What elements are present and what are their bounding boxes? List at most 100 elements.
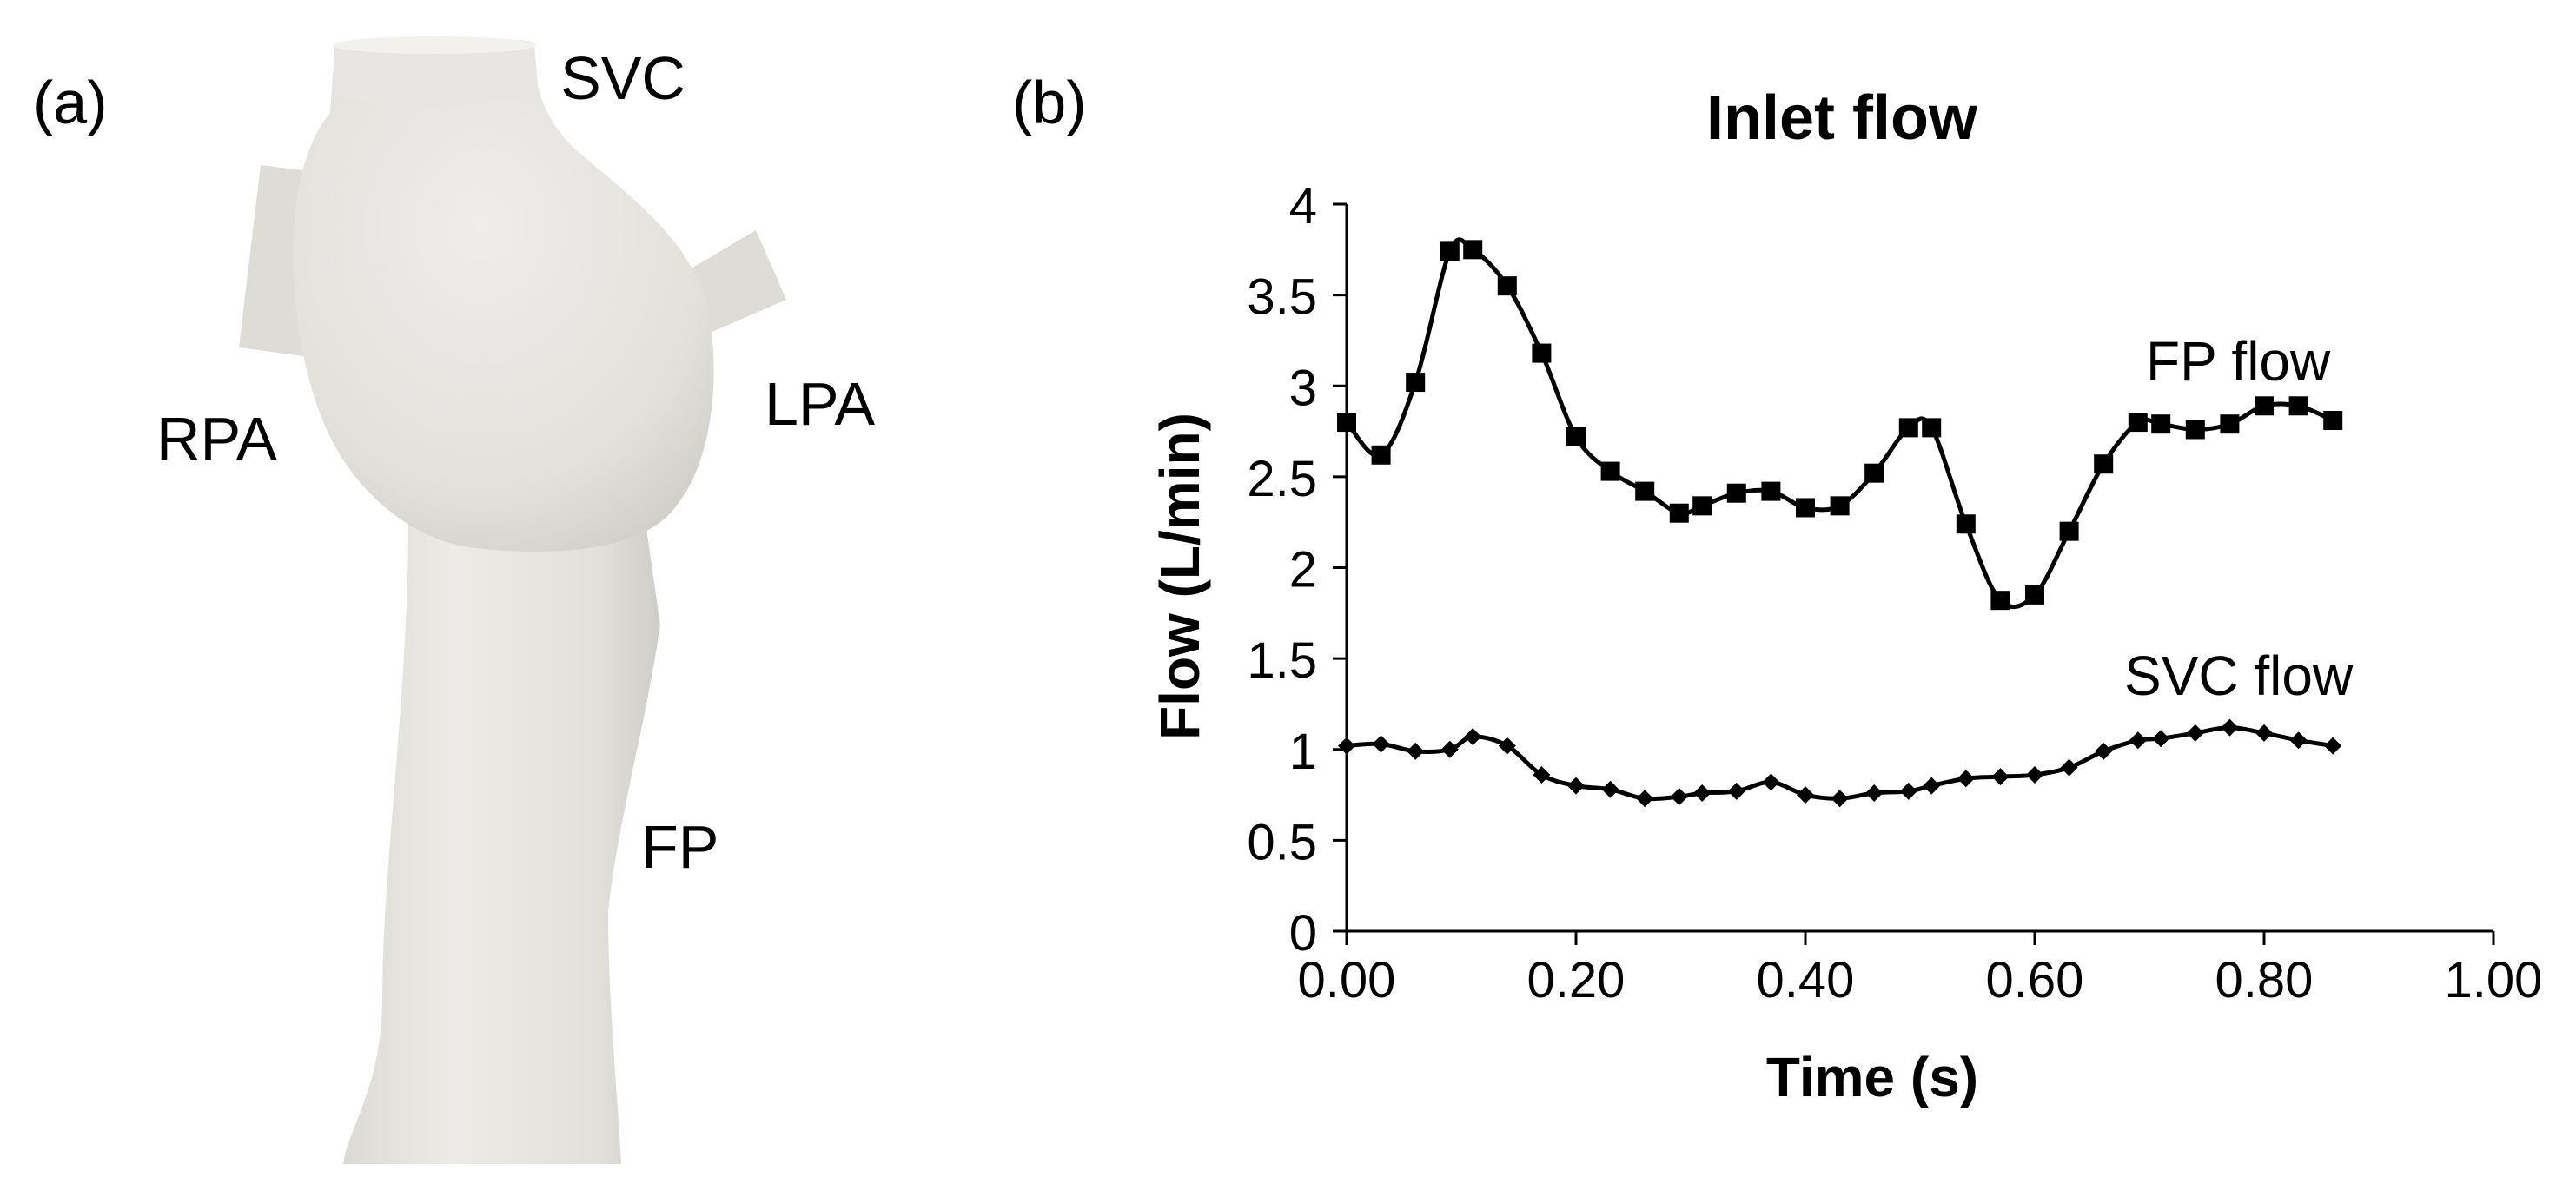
- data-point-svc: [1693, 784, 1712, 802]
- data-point-fp: [1898, 418, 1918, 438]
- y-tick-label: 3.5: [1247, 269, 1317, 326]
- series-labels: FP flow SVC flow: [2124, 330, 2354, 707]
- y-tick-label: 1: [1289, 724, 1317, 780]
- data-point-svc: [2289, 731, 2308, 750]
- data-point-fp: [2094, 454, 2114, 474]
- data-point-svc: [2026, 766, 2043, 784]
- chart-title: Inlet flow: [1706, 83, 1978, 153]
- data-point-svc: [2129, 731, 2147, 750]
- x-axis-label: Time (s): [1766, 1046, 1978, 1108]
- data-point-svc: [1533, 766, 1551, 784]
- data-point-svc: [1923, 777, 1941, 795]
- svc-label: SVC: [560, 44, 685, 112]
- data-point-svc: [1797, 786, 1814, 804]
- data-point-fp: [1566, 427, 1586, 446]
- data-point-fp: [1635, 481, 1655, 501]
- data-point-fp: [2323, 411, 2343, 431]
- data-point-svc: [1831, 790, 1849, 808]
- data-point-fp: [1669, 503, 1689, 523]
- data-point-fp: [1406, 373, 1426, 393]
- data-point-svc: [2324, 737, 2342, 755]
- data-point-fp: [1726, 483, 1746, 503]
- y-tick-label: 3: [1289, 360, 1317, 416]
- data-point-svc: [2095, 742, 2113, 760]
- y-tick-label: 1.5: [1247, 632, 1317, 689]
- data-point-fp: [1532, 343, 1552, 363]
- data-point-svc: [1762, 773, 1780, 791]
- data-point-svc: [2152, 730, 2170, 748]
- data-point-svc: [1338, 737, 1355, 755]
- data-point-fp: [2255, 396, 2274, 416]
- data-point-svc: [1372, 735, 1390, 753]
- series-line-fp: [1345, 237, 2334, 610]
- data-point-fp: [2059, 521, 2079, 541]
- data-point-fp: [1990, 591, 2010, 611]
- data-point-svc: [1957, 770, 1975, 788]
- svc-cap: [334, 38, 539, 106]
- chart-axes: 0 0.5 1 1.5 2 2.5 3 3.5 4 0.00 0.20 0.40 0.60 0.80 1.0…: [1247, 178, 2542, 1009]
- series-markers: [1337, 240, 2343, 808]
- data-point-fp: [2288, 396, 2308, 416]
- data-point-fp: [2220, 414, 2240, 434]
- x-tick-label: 0.40: [1757, 952, 1855, 1009]
- rpa-label: RPA: [156, 405, 277, 473]
- panel-a-label: (a): [33, 69, 108, 136]
- data-point-svc: [2255, 724, 2273, 742]
- fp-series-label: FP flow: [2146, 330, 2331, 393]
- y-tick-label: 2: [1289, 542, 1317, 598]
- data-point-fp: [2025, 585, 2044, 605]
- y-tick-label: 2.5: [1247, 451, 1317, 507]
- vessel-body: [293, 52, 714, 552]
- x-tick-label: 0.80: [2215, 952, 2314, 1009]
- data-point-svc: [2060, 758, 2078, 777]
- svc-series-label: SVC flow: [2124, 645, 2354, 707]
- series-lines: [1345, 237, 2334, 802]
- data-point-fp: [2185, 420, 2205, 440]
- data-point-fp: [1497, 276, 1517, 296]
- panel-b-label: (b): [1012, 69, 1087, 136]
- y-axis-label: Flow (L/min): [1149, 413, 1211, 740]
- data-point-svc: [2186, 724, 2204, 742]
- data-point-fp: [1922, 418, 1942, 438]
- vessel-model-image: [239, 36, 786, 1164]
- data-point-fp: [1371, 445, 1391, 465]
- data-point-svc: [1636, 790, 1654, 808]
- data-point-svc: [1440, 740, 1459, 758]
- data-point-svc: [1899, 782, 1917, 800]
- data-point-svc: [1601, 780, 1619, 798]
- data-point-fp: [2128, 413, 2148, 433]
- data-point-svc: [1407, 742, 1425, 760]
- data-point-svc: [1865, 784, 1884, 802]
- data-point-fp: [1864, 463, 1884, 483]
- x-tick-label: 0.00: [1298, 952, 1396, 1009]
- data-point-fp: [1956, 514, 1976, 534]
- fp-tube: [343, 504, 660, 1164]
- data-point-svc: [1567, 777, 1585, 795]
- data-point-svc: [1991, 768, 2010, 786]
- data-point-fp: [1692, 496, 1712, 516]
- svc-rim: [333, 36, 536, 54]
- data-point-fp: [1440, 241, 1460, 261]
- data-point-fp: [1337, 413, 1356, 433]
- fp-label: FP: [641, 813, 719, 881]
- x-tick-label: 0.60: [1986, 952, 2084, 1009]
- y-tick-label: 0: [1289, 905, 1317, 962]
- x-tick-label: 1.00: [2445, 952, 2543, 1009]
- data-point-svc: [2221, 718, 2239, 737]
- y-tick-label: 0.5: [1247, 814, 1317, 870]
- x-tick-label: 0.20: [1527, 952, 1626, 1009]
- lpa-label: LPA: [765, 370, 876, 438]
- data-point-svc: [1670, 788, 1688, 806]
- data-point-fp: [1761, 481, 1781, 501]
- data-point-fp: [1796, 498, 1815, 518]
- series-line-svc: [1346, 725, 2334, 802]
- data-point-svc: [1727, 782, 1745, 800]
- data-point-fp: [2151, 414, 2171, 434]
- data-point-fp: [1600, 461, 1620, 481]
- y-tick-label: 4: [1289, 178, 1317, 235]
- data-point-fp: [1830, 496, 1850, 516]
- data-point-svc: [1498, 737, 1516, 755]
- data-point-svc: [1464, 728, 1482, 746]
- data-point-fp: [1463, 240, 1483, 260]
